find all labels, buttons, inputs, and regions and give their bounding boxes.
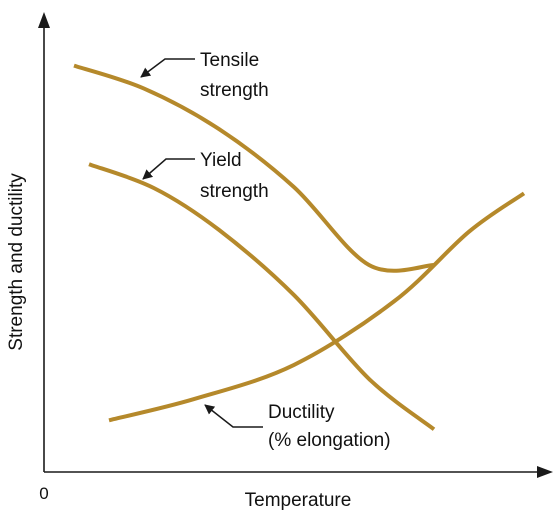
ductility-leader [204,404,263,428]
yield-strength-label-line-1: Yield [200,150,242,171]
tensile-strength-leader [140,58,195,78]
y-axis-arrow [38,12,50,28]
x-axis-label: Temperature [245,490,352,511]
annotations [140,58,263,428]
tensile-strength-curve [73,63,435,273]
y-axis-label: Strength and ductility [6,173,27,351]
yield-strength-curve [88,162,436,431]
ductility-label-line-1: Ductility [268,402,335,423]
curves [73,63,526,431]
yield-strength-label-line-2: strength [200,181,269,202]
ductility-curve [108,191,526,423]
ductility-label: Ductility (% elongation) [268,402,391,451]
yield-strength-label: Yield strength [200,150,269,202]
x-axis-arrow [537,466,553,478]
tensile-strength-label-line-1: Tensile [200,50,259,71]
tensile-strength-label: Tensile strength [200,50,269,101]
ductility-label-line-2: (% elongation) [268,430,391,451]
axes [38,12,553,478]
origin-label: 0 [39,484,48,503]
tensile-strength-label-line-2: strength [200,80,269,101]
yield-strength-leader [142,158,195,180]
